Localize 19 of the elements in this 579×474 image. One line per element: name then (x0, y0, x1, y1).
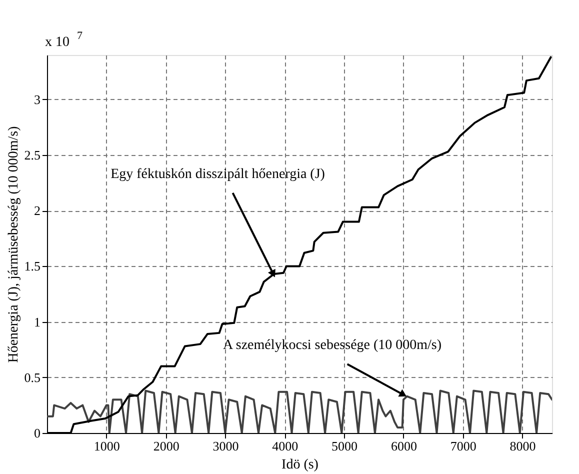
x-tick-label: 7000 (450, 438, 476, 454)
x-tick-label: 1000 (94, 438, 120, 454)
y-tick-label: 1 (34, 314, 40, 330)
annotation: A személykocsi sebessége (10 000m/s) (223, 338, 442, 354)
y-tick-label: 1.5 (24, 258, 40, 274)
y-tick-label: 2 (34, 203, 40, 218)
x-tick-label: 6000 (390, 438, 417, 454)
x-tick-label: 5000 (332, 438, 358, 454)
y-tick-label: 0.5 (24, 370, 40, 385)
y-tick-label: 3 (34, 92, 40, 107)
y-tick-label: 2.5 (24, 148, 40, 163)
x-tick-label: 3000 (212, 438, 239, 454)
y-axis-title: Hőenergia (J), jármüsebesség (10 000m/s) (6, 126, 22, 363)
x-tick-label: 4000 (272, 438, 298, 454)
x-axis-title: Idö (s) (282, 458, 319, 472)
x-tick-label: 2000 (153, 438, 180, 454)
annotation: Egy féktuskón disszipált hőenergia (J) (110, 166, 326, 182)
y-tick-label: 0 (34, 426, 40, 440)
x-tick-label: 8000 (510, 438, 536, 454)
